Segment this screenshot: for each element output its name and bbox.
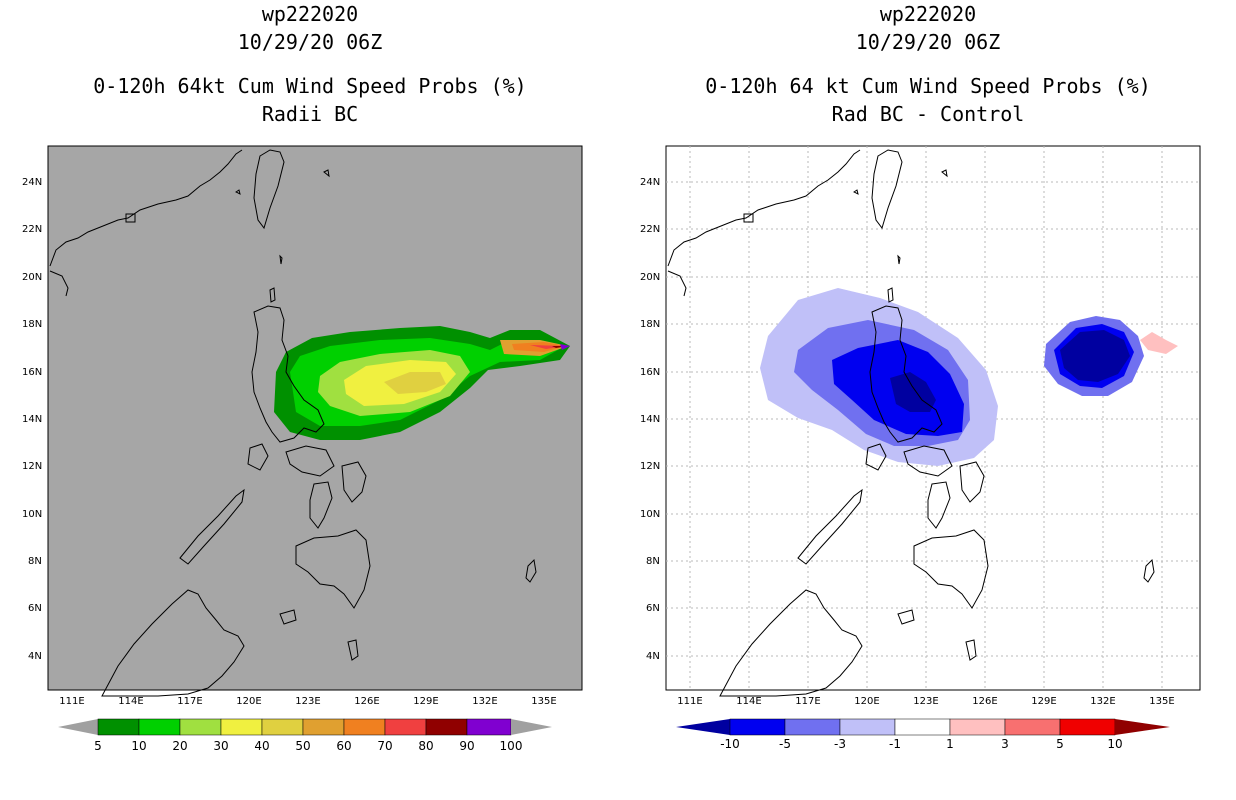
difference-field [760, 288, 1178, 466]
lat-label: 18N [640, 319, 660, 330]
colorbar-label: 100 [500, 739, 523, 753]
colorbar-label: -1 [889, 737, 901, 751]
colorbar-label: -3 [834, 737, 846, 751]
storm-id: wp222020 [879, 2, 977, 26]
right-lon-labels: 111E 114E 117E 120E 123E 126E 129E 132E … [677, 696, 1174, 707]
right-lat-labels: 24N 22N 20N 18N 16N 14N 12N 10N 8N 6N 4N [640, 177, 660, 662]
lat-label: 8N [28, 556, 42, 567]
lat-label: 4N [28, 651, 42, 662]
left-panel-title-block: wp222020 10/29/20 06Z 0-120h 64kt Cum Wi… [10, 0, 610, 128]
left-lat-labels: 24N 22N 20N 18N 16N 14N 12N 10N 8N 6N 4N [22, 177, 42, 662]
colorbar-label: 80 [418, 739, 433, 753]
lat-label: 16N [22, 367, 42, 378]
lat-label: 22N [22, 224, 42, 235]
lon-label: 111E [59, 696, 84, 707]
lat-label: 6N [28, 603, 42, 614]
colorbar-label: 5 [94, 739, 102, 753]
colorbar-label: 60 [336, 739, 351, 753]
probability-plume [274, 326, 570, 440]
lon-label: 129E [1031, 696, 1056, 707]
left-probability-map: 24N 22N 20N 18N 16N 14N 12N 10N 8N 6N 4N… [22, 145, 583, 753]
colorbar-label: 1 [946, 737, 954, 751]
lat-label: 6N [646, 603, 660, 614]
lon-label: 111E [677, 696, 702, 707]
colorbar-label: -10 [720, 737, 740, 751]
lon-label: 114E [736, 696, 761, 707]
lat-label: 8N [646, 556, 660, 567]
datetime: 10/29/20 06Z [855, 30, 1001, 54]
colorbar-label: 50 [295, 739, 310, 753]
lon-label: 126E [972, 696, 997, 707]
lat-label: 24N [22, 177, 42, 188]
lon-label: 117E [795, 696, 820, 707]
lat-label: 12N [22, 461, 42, 472]
colorbar-label: 90 [459, 739, 474, 753]
right-difference-map: 24N 22N 20N 18N 16N 14N 12N 10N 8N 6N 4N… [640, 145, 1201, 751]
lat-label: 16N [640, 367, 660, 378]
lat-label: 24N [640, 177, 660, 188]
colorbar-label: 10 [1107, 737, 1122, 751]
lon-label: 132E [472, 696, 497, 707]
plot-title: 0-120h 64 kt Cum Wind Speed Probs (%) [705, 74, 1151, 98]
colorbar-label: 3 [1001, 737, 1009, 751]
lon-label: 120E [854, 696, 879, 707]
lon-label: 132E [1090, 696, 1115, 707]
lat-label: 10N [640, 509, 660, 520]
lon-label: 135E [1149, 696, 1174, 707]
left-lon-labels: 111E 114E 117E 120E 123E 126E 129E 132E … [59, 696, 556, 707]
datetime: 10/29/20 06Z [237, 30, 383, 54]
lon-label: 123E [913, 696, 938, 707]
plot-subtitle: Radii BC [261, 102, 359, 126]
right-panel-title-block: wp222020 10/29/20 06Z 0-120h 64 kt Cum W… [628, 0, 1228, 128]
lat-label: 20N [640, 272, 660, 283]
plot-title: 0-120h 64kt Cum Wind Speed Probs (%) [93, 74, 527, 98]
lon-label: 123E [295, 696, 320, 707]
colorbar-label: 30 [213, 739, 228, 753]
lon-label: 126E [354, 696, 379, 707]
lon-label: 117E [177, 696, 202, 707]
lat-label: 14N [640, 414, 660, 425]
colorbar-label: 5 [1056, 737, 1064, 751]
lat-label: 18N [22, 319, 42, 330]
lat-label: 20N [22, 272, 42, 283]
colorbar-label: 40 [254, 739, 269, 753]
plot-subtitle: Rad BC - Control [831, 102, 1025, 126]
lat-label: 10N [22, 509, 42, 520]
colorbar-label: 10 [131, 739, 146, 753]
lon-label: 129E [413, 696, 438, 707]
lon-label: 114E [118, 696, 143, 707]
lon-label: 135E [531, 696, 556, 707]
left-colorbar: 5 10 20 30 40 50 60 70 80 90 100 [58, 718, 552, 753]
lat-label: 12N [640, 461, 660, 472]
storm-id: wp222020 [261, 2, 359, 26]
lon-label: 120E [236, 696, 261, 707]
colorbar-label: 70 [377, 739, 392, 753]
lat-label: 14N [22, 414, 42, 425]
colorbar-label: -5 [779, 737, 791, 751]
lat-label: 4N [646, 651, 660, 662]
right-colorbar: -10 -5 -3 -1 1 3 5 10 [676, 718, 1170, 751]
lat-label: 22N [640, 224, 660, 235]
colorbar-label: 20 [172, 739, 187, 753]
